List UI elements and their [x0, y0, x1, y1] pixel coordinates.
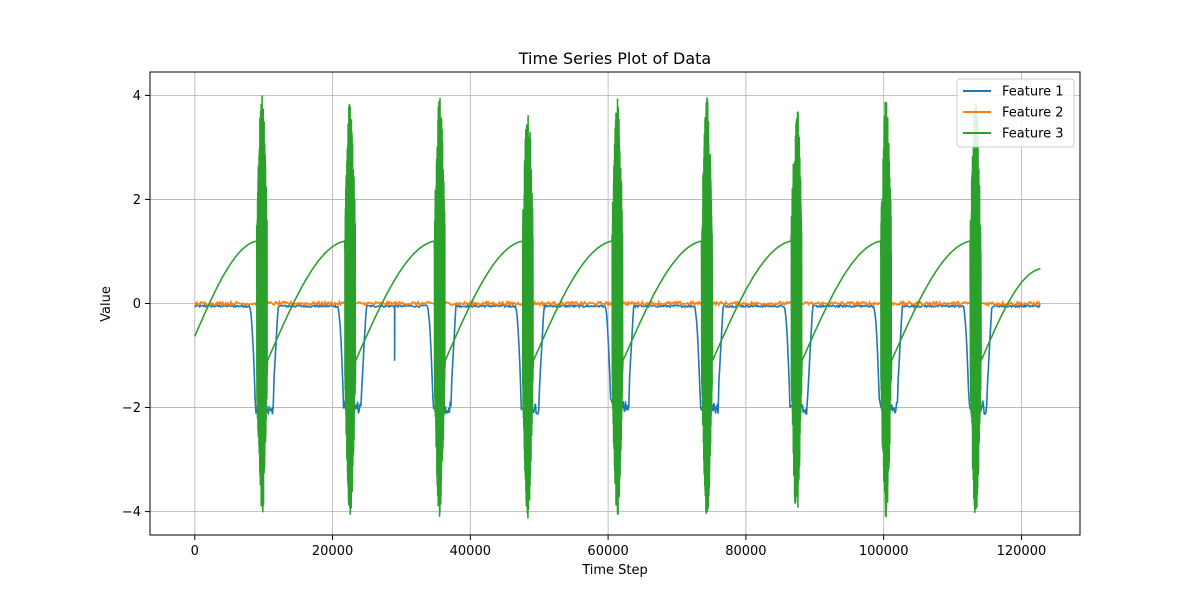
y-tick-label: −2: [122, 401, 141, 416]
x-tick-label: 40000: [450, 544, 491, 559]
series-line-feature-3: [194, 95, 1041, 519]
x-tick-label: 60000: [587, 544, 628, 559]
y-tick-label: 4: [133, 89, 141, 104]
y-axis-label: Value: [99, 286, 114, 322]
plot-area: [194, 95, 1041, 519]
x-tick-label: 80000: [725, 544, 766, 559]
legend-label: Feature 1: [1002, 85, 1064, 100]
x-tick-label: 100000: [859, 544, 909, 559]
x-axis-label: Time Step: [581, 563, 648, 578]
y-tick-label: −4: [122, 505, 141, 520]
legend-label: Feature 3: [1002, 127, 1064, 142]
x-tick-label: 20000: [312, 544, 353, 559]
chart-title: Time Series Plot of Data: [518, 49, 711, 68]
x-tick-label: 120000: [997, 544, 1047, 559]
y-tick-label: 0: [133, 297, 141, 312]
y-axis-ticks: −4 −2 0 2 4: [122, 89, 150, 520]
y-tick-label: 2: [133, 193, 141, 208]
legend-box: [956, 78, 1075, 148]
legend: Feature 1 Feature 2 Feature 3: [956, 78, 1075, 148]
x-axis-ticks: 0 20000 40000 60000 80000 100000 120000: [191, 535, 1047, 559]
x-tick-label: 0: [191, 544, 199, 559]
legend-label: Feature 2: [1002, 106, 1064, 121]
